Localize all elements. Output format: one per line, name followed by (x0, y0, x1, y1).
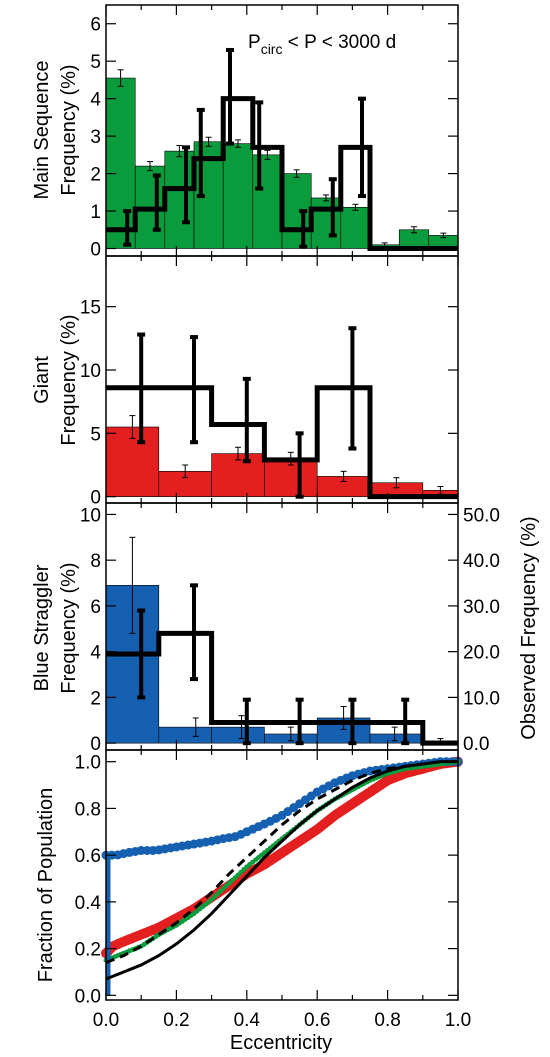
bs-ytick-label: 10 (80, 505, 101, 526)
ms-ytick-label: 0 (90, 240, 101, 261)
giant-ytick-label: 0 (90, 488, 101, 509)
ms-ytick-label: 5 (90, 52, 101, 73)
bs-ytick-label: 4 (90, 643, 101, 664)
bs-ylabel-right: Observed Frequency (%) (518, 516, 540, 739)
cdf-xtick-label: 0.6 (304, 1010, 330, 1031)
cdf-ytick-label: 0.6 (75, 846, 101, 867)
bs-right-ytick-label: 10.0 (463, 688, 500, 709)
ms-model-bar (310, 197, 342, 249)
ms-ytick-label: 3 (90, 127, 101, 148)
giant-ytick-label: 15 (80, 298, 101, 319)
ms-model-bar (105, 77, 136, 249)
cdf-ytick-label: 0.4 (75, 893, 102, 914)
giant-ytick-label: 5 (90, 424, 101, 445)
bs-model-bar (158, 726, 212, 744)
ms-model-bar (164, 150, 195, 249)
giant-ytick-label: 10 (80, 361, 101, 382)
giant-ylabel-1: Giant (31, 356, 53, 404)
giant-ylabel-2: Frequency (%) (58, 314, 80, 445)
cdf-xlabel: Eccentricity (230, 1032, 332, 1054)
black-dashed-curve (105, 760, 458, 965)
bs-right-ytick-label: 50.0 (463, 505, 500, 526)
bs-right-ytick-label: 40.0 (463, 551, 500, 572)
ms-ytick-label: 6 (90, 15, 101, 36)
cdf-xtick-label: 0.0 (93, 1010, 119, 1031)
ms-annotation: Pcirc < P < 3000 d (248, 32, 396, 57)
giant-observed-histogram (106, 385, 458, 500)
bs-right-ytick-label: 20.0 (463, 643, 500, 664)
main-sequence-panel: 0 1 2 3 4 5 6 (90, 4, 459, 261)
giant-panel: 0 5 10 15 (80, 255, 459, 509)
bs-right-ytick-label: 0.0 (463, 734, 489, 755)
ms-annotation-main: P (248, 32, 261, 53)
giant-model-bar (211, 453, 265, 497)
ms-model-bar (222, 143, 254, 249)
cdf-ytick-label: 0.2 (75, 940, 101, 961)
ms-annotation-rest: < P < 3000 d (282, 32, 396, 53)
cdf-xtick-label: 1.0 (445, 1010, 471, 1031)
cdf-xtick-label: 0.8 (374, 1010, 400, 1031)
bs-ytick-label: 0 (90, 734, 101, 755)
ms-ytick-label: 4 (90, 90, 101, 111)
cdf-xtick-label: 0.4 (234, 1010, 261, 1031)
bs-ylabel-1: Blue Straggler (31, 564, 53, 691)
ms-model-bar (252, 154, 283, 249)
cdf-ytick-label: 0.8 (75, 799, 101, 820)
ms-annotation-sub: circ (261, 41, 283, 57)
bs-ytick-label: 8 (90, 551, 101, 572)
cdf-xtick-label: 0.2 (163, 1010, 189, 1031)
bs-model-bar (211, 726, 265, 744)
black-solid-curve (105, 760, 458, 981)
cdf-frame (105, 749, 459, 1001)
ms-ylabel-2: Frequency (%) (58, 64, 80, 195)
ms-ylabel-1: Main Sequence (31, 61, 53, 200)
cdf-ylabel: Fraction of Population (35, 788, 57, 983)
ms-ytick-label: 2 (90, 165, 101, 186)
bs-ytick-label: 6 (90, 597, 101, 618)
bs-ylabel-2: Frequency (%) (58, 562, 80, 693)
ms-model-bar (340, 206, 371, 249)
bs-ytick-label: 2 (90, 688, 101, 709)
cdf-ytick-label: 0.0 (75, 986, 101, 1007)
cumulative-panel: 0.0 0.2 0.4 0.6 0.8 1.0 0.0 0.2 0.4 0.6 0.8 1.0 (75, 749, 471, 1031)
cdf-ytick-label: 1.0 (75, 753, 101, 774)
bs-observed-histogram (106, 630, 458, 746)
blue-straggler-panel: 0 2 4 6 8 10 0.0 10.0 20.0 30.0 40.0 50.0 (80, 502, 500, 755)
ms-ytick-label: 1 (90, 202, 101, 223)
bs-right-ytick-label: 30.0 (463, 597, 500, 618)
bs-model-bar (369, 733, 424, 744)
